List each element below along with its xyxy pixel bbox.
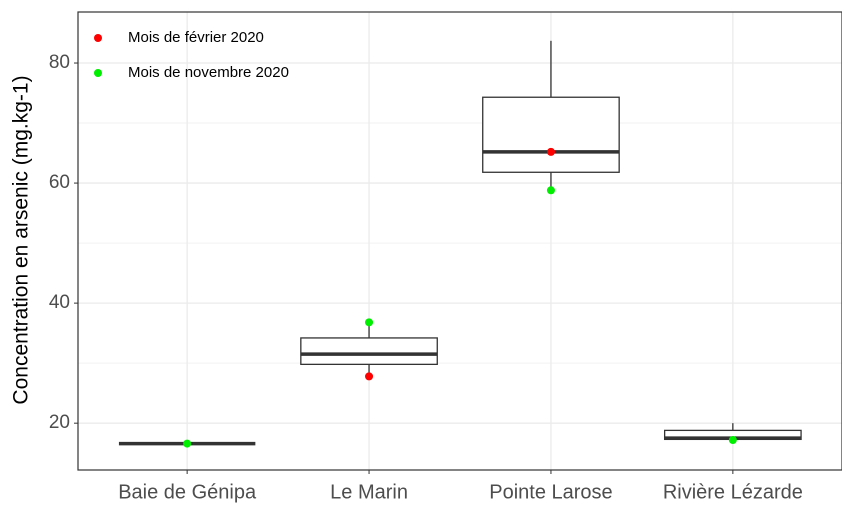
legend-marker bbox=[94, 69, 102, 77]
panel-border bbox=[77, 11, 842, 471]
point bbox=[546, 147, 555, 156]
y-tick-label: 20 bbox=[49, 412, 70, 433]
legend-marker bbox=[94, 34, 102, 42]
x-tick-label: Le Marin bbox=[330, 481, 408, 503]
point bbox=[546, 186, 555, 195]
y-axis-title: Concentration en arsenic (mg.kg-1) bbox=[10, 75, 33, 404]
point bbox=[728, 435, 737, 444]
point bbox=[183, 439, 192, 448]
legend-label: Mois de novembre 2020 bbox=[128, 64, 289, 81]
legend-label: Mois de février 2020 bbox=[128, 29, 264, 46]
box bbox=[300, 337, 438, 366]
x-tick-label: Baie de Génipa bbox=[118, 481, 257, 503]
y-tick-label: 80 bbox=[49, 52, 70, 73]
plot-panel bbox=[78, 12, 842, 470]
point bbox=[365, 318, 374, 327]
x-tick-label: Pointe Larose bbox=[489, 481, 612, 503]
box bbox=[482, 96, 620, 173]
y-tick-label: 60 bbox=[49, 172, 70, 193]
y-tick-label: 40 bbox=[49, 292, 70, 313]
point bbox=[365, 372, 374, 381]
x-tick-label: Rivière Lézarde bbox=[663, 481, 803, 503]
